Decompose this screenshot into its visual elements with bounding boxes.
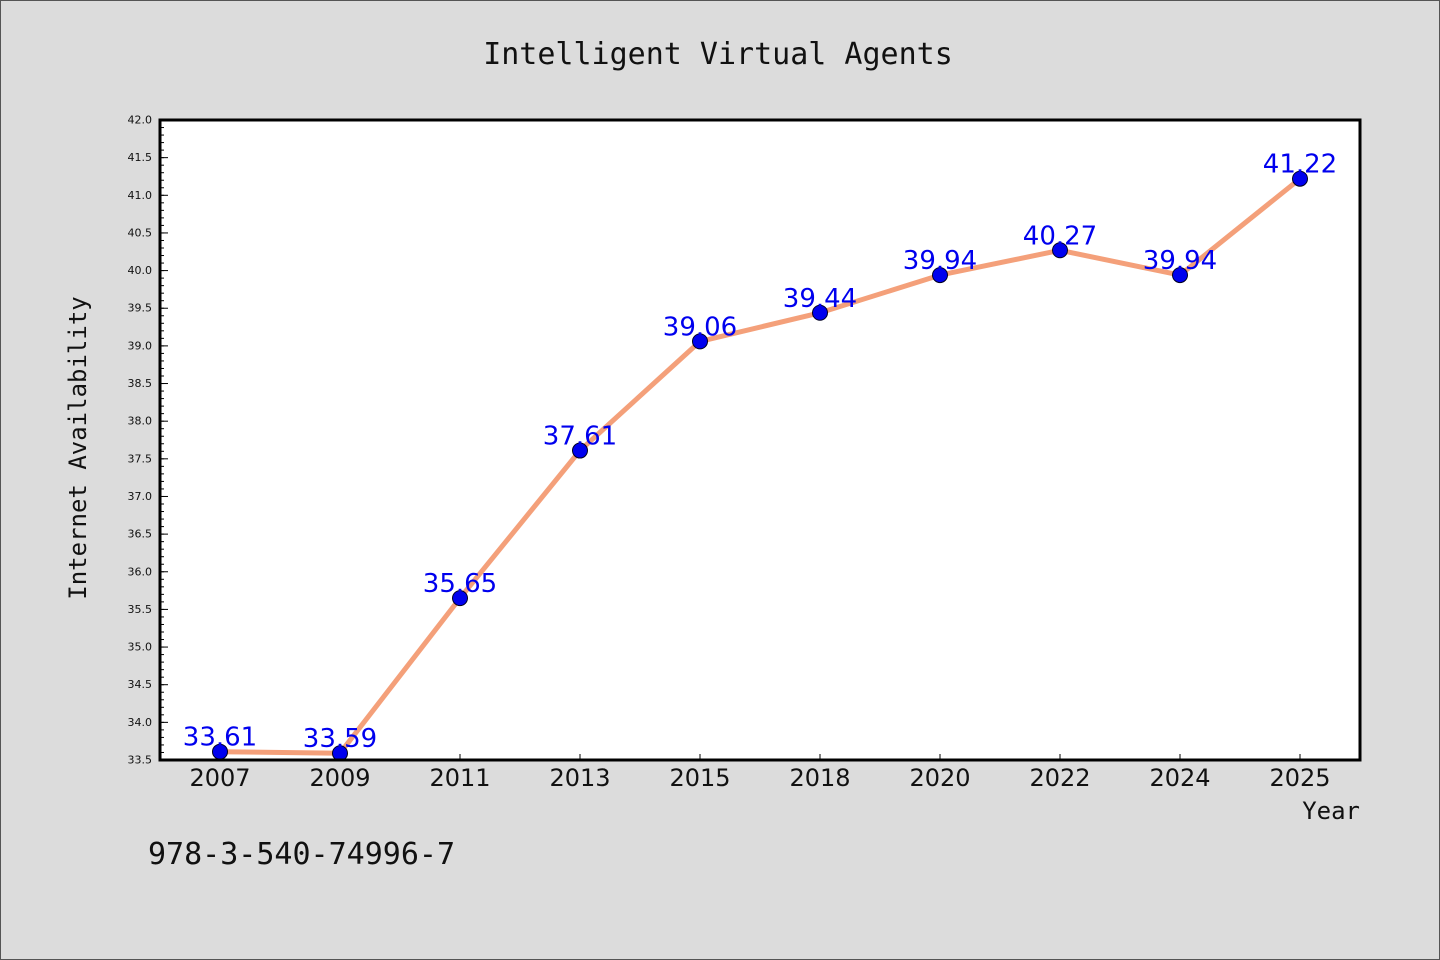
x-tick-label: 2018 xyxy=(789,764,850,792)
y-tick-label: 41.5 xyxy=(128,151,153,164)
data-label: 33.61 xyxy=(183,723,257,753)
plot-frame xyxy=(158,118,1362,762)
data-label: 39.44 xyxy=(783,284,857,314)
x-axis-ticks: 2007 2009 2011 2013 2015 2018 2020 2022 2024 2025 xyxy=(189,754,1331,792)
x-axis-label: Year xyxy=(1302,797,1360,825)
data-point xyxy=(1052,242,1068,259)
y-tick-label: 34.0 xyxy=(128,716,153,729)
data-point xyxy=(692,333,708,350)
y-tick-label: 35.0 xyxy=(128,641,153,654)
x-tick-label: 2022 xyxy=(1029,764,1090,792)
y-tick-label: 38.0 xyxy=(128,415,153,428)
x-tick-label: 2007 xyxy=(189,764,250,792)
data-point xyxy=(1292,170,1308,187)
y-tick-label: 40.5 xyxy=(128,226,153,239)
series-line xyxy=(219,176,1302,756)
y-tick-label: 39.0 xyxy=(128,339,153,352)
y-tick-label: 36.5 xyxy=(128,528,153,541)
data-label: 40.27 xyxy=(1023,221,1097,251)
data-label: 37.61 xyxy=(543,422,617,452)
x-tick-label: 2020 xyxy=(909,764,970,792)
data-label: 41.22 xyxy=(1263,150,1337,180)
y-tick-label: 41.0 xyxy=(128,189,153,202)
data-markers xyxy=(212,170,1308,762)
y-tick-label: 33.5 xyxy=(128,754,153,767)
data-point xyxy=(452,590,468,607)
y-tick-label: 34.5 xyxy=(128,678,153,691)
data-point xyxy=(932,267,948,284)
y-axis-label: Internet Availability xyxy=(64,296,92,599)
y-tick-label: 36.0 xyxy=(128,565,153,578)
x-tick-label: 2013 xyxy=(549,764,610,792)
footer-code: 978-3-540-74996-7 xyxy=(148,837,455,872)
x-tick-label: 2025 xyxy=(1269,764,1330,792)
data-point xyxy=(1172,267,1188,284)
x-tick-label: 2009 xyxy=(309,764,370,792)
y-tick-label: 40.0 xyxy=(128,264,153,277)
x-tick-label: 2024 xyxy=(1149,764,1210,792)
data-point xyxy=(572,442,588,459)
data-point xyxy=(812,304,828,321)
plot-area xyxy=(160,120,1360,760)
chart-title: Intelligent Virtual Agents xyxy=(483,37,953,72)
data-label: 35.65 xyxy=(423,569,497,599)
y-tick-label: 39.5 xyxy=(128,302,153,315)
data-label: 39.94 xyxy=(1143,246,1217,276)
y-tick-label: 37.0 xyxy=(128,490,153,503)
y-tick-label: 35.5 xyxy=(128,603,153,616)
y-tick-label: 42.0 xyxy=(128,114,153,127)
y-tick-label: 37.5 xyxy=(128,452,153,465)
x-tick-label: 2011 xyxy=(429,764,490,792)
data-label: 33.59 xyxy=(303,724,377,754)
data-label: 39.06 xyxy=(663,312,737,342)
data-label: 39.94 xyxy=(903,246,977,276)
x-tick-label: 2015 xyxy=(669,764,730,792)
data-labels: 33.61 33.59 35.65 37.61 39.06 39.44 39.94 40.27… xyxy=(183,150,1337,754)
y-tick-label: 38.5 xyxy=(128,377,153,390)
